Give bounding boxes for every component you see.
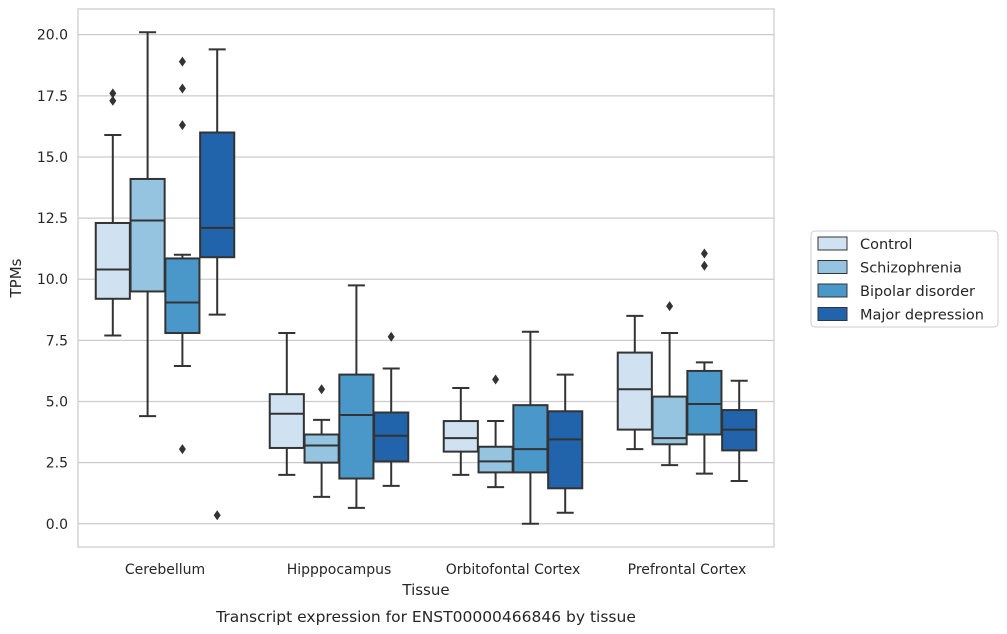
y-tick-label: 2.5 <box>46 456 68 472</box>
box-group <box>442 387 479 476</box>
outlier-point <box>109 88 117 99</box>
x-tick-label: Hipppocampus <box>287 562 392 578</box>
box-iqr <box>616 351 653 431</box>
box-group <box>721 379 758 482</box>
box-iqr <box>94 221 131 300</box>
box-group <box>164 56 201 455</box>
box-group <box>373 331 410 487</box>
box-iqr <box>338 373 375 480</box>
grid-lines <box>78 34 774 525</box>
y-tick-label: 12.5 <box>37 211 68 227</box>
box-group <box>268 332 305 476</box>
legend-label: Bipolar disorder <box>860 284 975 300</box>
box-group <box>512 330 549 525</box>
box-iqr <box>129 177 166 293</box>
box-iqr <box>651 395 688 446</box>
outlier-point <box>700 260 708 271</box>
legend-swatch <box>817 260 848 274</box>
legend-swatch <box>817 236 848 251</box>
x-tick-label: Orbitofontal Cortex <box>446 562 581 578</box>
y-tick-labels: 0.0 2.5 5.0 7.5 10.0 12.5 15.0 17.5 20.0 <box>37 28 68 533</box>
outlier-point <box>213 510 221 521</box>
outlier-point <box>318 384 326 395</box>
box-iqr <box>164 257 201 335</box>
box-iqr <box>268 393 305 449</box>
legend-frame <box>810 230 999 328</box>
box-iqr <box>442 420 479 453</box>
outlier-point <box>700 248 708 259</box>
y-tick-label: 20.0 <box>37 28 68 44</box>
box-iqr <box>547 410 584 490</box>
outlier-point <box>492 374 500 385</box>
legend-swatch <box>817 307 848 321</box>
box-iqr <box>373 411 410 463</box>
plot-frame <box>77 8 775 548</box>
box-group <box>94 88 131 337</box>
box-iqr <box>686 369 723 436</box>
legend: Control Schizophrenia Bipolar disorder Majo… <box>810 230 999 328</box>
legend-label: Control <box>860 237 912 253</box>
box-iqr <box>199 131 236 259</box>
x-tick-label: Cerebellum <box>125 562 205 578</box>
legend-swatch <box>817 283 848 298</box>
box-iqr <box>303 433 340 464</box>
box-group <box>547 373 584 514</box>
box-group <box>616 314 653 451</box>
box-iqr <box>477 445 514 474</box>
box-iqr <box>512 404 549 474</box>
box-group <box>686 248 723 475</box>
outlier-point <box>178 444 186 455</box>
outlier-point <box>178 83 186 94</box>
y-tick-label: 17.5 <box>37 89 68 105</box>
outlier-point <box>109 95 117 106</box>
y-tick-label: 15.0 <box>37 150 68 166</box>
legend-label: Schizophrenia <box>860 261 962 277</box>
outlier-point <box>178 120 186 131</box>
outlier-point <box>666 301 674 312</box>
y-tick-label: 7.5 <box>46 333 68 349</box>
boxes <box>94 31 758 525</box>
outlier-point <box>178 56 186 67</box>
legend-label: Major depression <box>860 308 984 324</box>
outlier-point <box>387 331 395 342</box>
y-tick-label: 0.0 <box>46 517 68 533</box>
x-axis-label: Tissue <box>401 581 449 599</box>
x-tick-labels: Cerebellum Hipppocampus Orbitofontal Corte… <box>125 562 746 578</box>
y-tick-label: 10.0 <box>37 272 68 288</box>
y-axis-label: TPMs <box>7 258 25 298</box>
box-group <box>199 48 236 521</box>
x-tick-label: Prefrontal Cortex <box>628 562 747 578</box>
y-tick-label: 5.0 <box>46 394 68 410</box>
chart-caption: Transcript expression for ENST0000046684… <box>215 608 636 626</box>
box-group <box>651 301 688 467</box>
box-group <box>129 31 166 418</box>
